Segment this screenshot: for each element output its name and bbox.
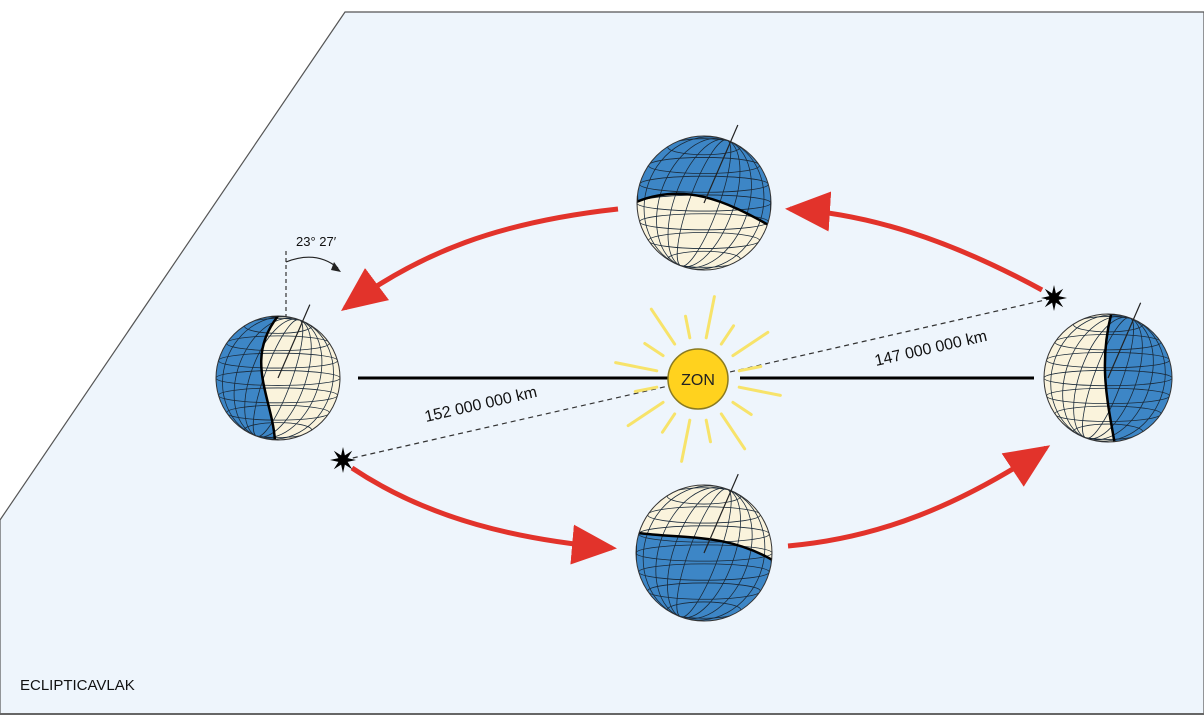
- sun-ray: [614, 361, 659, 373]
- sun-ray: [731, 400, 753, 417]
- aphelion-star-marker: [330, 447, 356, 473]
- sun-rays: [614, 295, 782, 463]
- perihelion-star-marker: [1041, 285, 1067, 311]
- globe-outline: [215, 315, 341, 441]
- globe-terminator-line: [637, 136, 771, 229]
- globe-rotation-axis: [703, 473, 739, 554]
- globe-rotation-axis: [277, 304, 311, 379]
- orbit-arrow-top-left: [340, 206, 619, 311]
- globe-rotation-axis: [1107, 302, 1142, 379]
- sun-ray: [719, 324, 736, 346]
- earth-globe-bottom: [635, 473, 773, 622]
- sun: [667, 348, 729, 410]
- sun-ray: [660, 412, 677, 434]
- globe-latitude-line: [1044, 369, 1172, 387]
- globe-rotation-axis: [703, 124, 739, 204]
- globe-latitude-line: [216, 370, 340, 386]
- globe-terminator-line: [1103, 314, 1172, 442]
- earth-globe-top: [636, 124, 772, 271]
- orbit-arrow-bottom-left: [350, 465, 617, 565]
- sun-ray: [643, 341, 665, 358]
- sun-ray: [704, 418, 712, 444]
- orbit-arrow-bottom-right: [787, 445, 1051, 549]
- globe-outline: [636, 135, 772, 271]
- sun-ray: [649, 307, 677, 346]
- globe-latitude-line: [637, 194, 771, 212]
- globe-terminator-line: [216, 316, 281, 440]
- globe-terminator-line: [636, 531, 772, 621]
- sun-ray: [737, 385, 782, 397]
- tilt-angle-label: 23° 27′: [296, 234, 337, 249]
- sun-ray: [680, 418, 692, 463]
- sun-ray: [633, 385, 659, 393]
- sun-ray: [626, 400, 665, 428]
- ecliptic-plane: [0, 11, 1204, 715]
- globe-outline: [1043, 313, 1173, 443]
- globe-latitude-line: [636, 544, 772, 562]
- ecliptic-plane-label: ECLIPTICAVLAK: [20, 677, 135, 694]
- orbit-arrow-top-right: [785, 191, 1044, 293]
- earth-globe-left: [215, 304, 341, 441]
- star-shape: [330, 447, 356, 473]
- sun-ray: [737, 365, 763, 373]
- globe-outline: [635, 484, 773, 622]
- earth-globe-right: [1043, 302, 1173, 443]
- star-shape: [1041, 285, 1067, 311]
- tilt-arc-arrowhead: [331, 262, 341, 272]
- sun-label: ZON: [681, 372, 715, 389]
- sun-ray: [684, 314, 692, 340]
- sun-ray: [704, 295, 716, 340]
- sun-ray: [731, 330, 770, 358]
- sun-ray: [719, 412, 747, 451]
